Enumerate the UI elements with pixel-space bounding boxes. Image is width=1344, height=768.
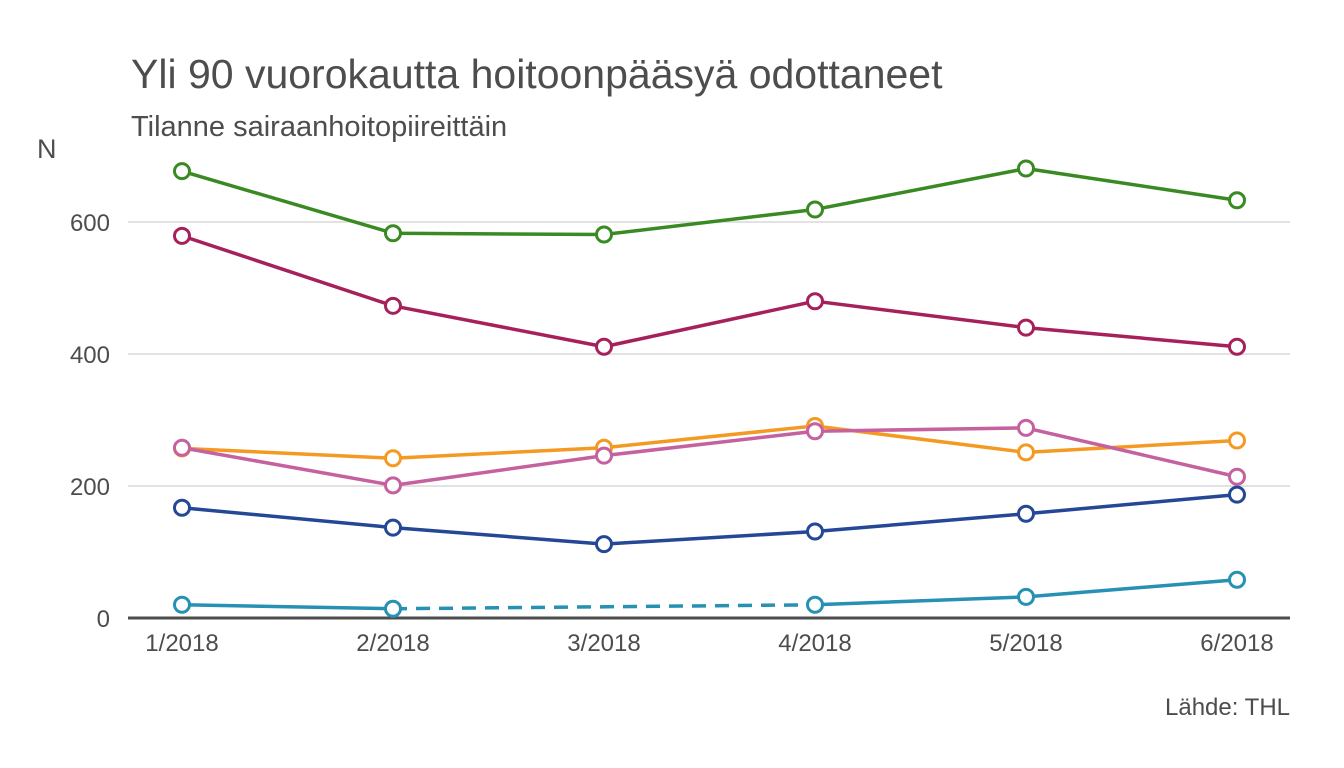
data-point xyxy=(1017,443,1035,462)
data-point xyxy=(1017,587,1035,606)
data-point xyxy=(1228,191,1246,210)
data-point xyxy=(384,296,402,315)
y-axis-label: N xyxy=(37,134,57,164)
y-tick-label: 0 xyxy=(97,606,110,633)
data-point xyxy=(1228,570,1246,589)
series-line-dashed xyxy=(392,603,816,611)
x-tick-label: 5/2018 xyxy=(989,630,1062,657)
data-point xyxy=(384,476,402,495)
chart-subtitle: Tilanne sairaanhoitopiireittäin xyxy=(131,111,507,143)
data-point xyxy=(384,518,402,537)
data-point xyxy=(173,595,191,614)
data-point xyxy=(595,446,613,465)
data-point xyxy=(1017,318,1035,337)
series-line xyxy=(180,166,1239,237)
x-tick-labels: 1/2018 2/2018 3/2018 4/2018 5/2018 6/2018 xyxy=(145,630,1273,657)
data-point xyxy=(595,535,613,554)
series-lines xyxy=(180,166,1239,611)
chart-title: Yli 90 vuorokautta hoitoonpääsyä odottan… xyxy=(131,51,943,97)
data-point xyxy=(1228,431,1246,450)
data-point xyxy=(384,224,402,243)
y-tick-label: 200 xyxy=(70,474,110,501)
data-point xyxy=(384,599,402,618)
x-tick-label: 1/2018 xyxy=(145,630,218,657)
data-point xyxy=(384,449,402,468)
data-point xyxy=(173,438,191,457)
x-tick-label: 4/2018 xyxy=(778,630,851,657)
data-point xyxy=(806,522,824,541)
data-point xyxy=(1017,159,1035,178)
data-point xyxy=(1228,337,1246,356)
data-point xyxy=(806,595,824,614)
series-line xyxy=(180,492,1239,546)
x-tick-label: 3/2018 xyxy=(567,630,640,657)
data-point xyxy=(806,292,824,311)
data-point xyxy=(1017,418,1035,437)
source-label: Lähde: THL xyxy=(1165,694,1290,721)
data-point xyxy=(595,225,613,244)
data-point xyxy=(1228,485,1246,504)
data-point xyxy=(1228,467,1246,486)
series-line xyxy=(180,603,395,611)
data-point xyxy=(173,226,191,245)
data-point xyxy=(595,337,613,356)
x-tick-label: 2/2018 xyxy=(356,630,429,657)
data-points xyxy=(173,159,1246,618)
data-point xyxy=(1017,504,1035,523)
data-point xyxy=(173,162,191,181)
data-point xyxy=(806,200,824,219)
y-tick-label: 600 xyxy=(70,210,110,237)
series-line xyxy=(180,234,1239,349)
series-line xyxy=(180,424,1239,461)
y-tick-label: 400 xyxy=(70,342,110,369)
data-point xyxy=(806,422,824,441)
data-point xyxy=(173,498,191,517)
y-tick-labels: 0 200 400 600 xyxy=(70,210,110,633)
x-tick-label: 6/2018 xyxy=(1200,630,1273,657)
series-line xyxy=(180,426,1239,488)
